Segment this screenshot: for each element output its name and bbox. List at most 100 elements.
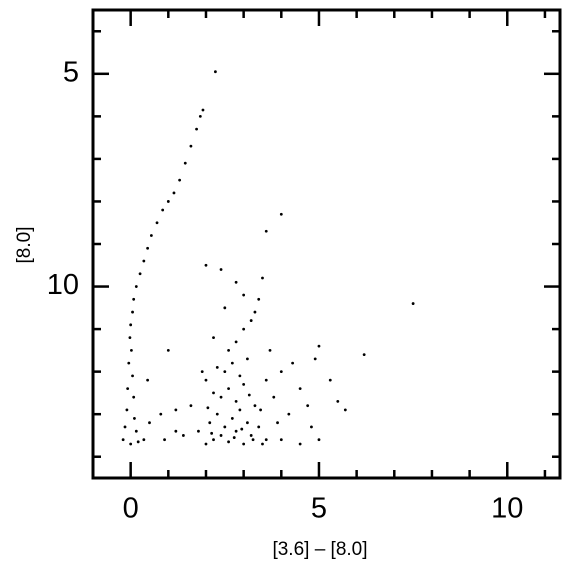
x-tick-label: 5: [311, 493, 327, 525]
point: [223, 306, 227, 310]
point: [234, 400, 238, 403]
point: [204, 263, 208, 267]
point: [249, 434, 253, 437]
point: [298, 387, 302, 391]
point: [219, 268, 223, 271]
point: [261, 442, 264, 446]
point: [174, 408, 178, 412]
point: [276, 421, 279, 425]
point: [129, 442, 133, 446]
point: [279, 370, 283, 374]
point: [174, 429, 178, 433]
point: [201, 108, 205, 112]
point: [227, 387, 230, 391]
point: [240, 427, 244, 431]
point: [195, 127, 198, 131]
point: [121, 438, 125, 442]
x-axis-label: [3.6] – [8.0]: [272, 539, 367, 560]
point: [134, 285, 138, 288]
point: [212, 438, 215, 442]
point: [123, 425, 127, 429]
point: [328, 378, 332, 382]
point: [246, 421, 249, 425]
point: [163, 438, 166, 442]
point: [129, 323, 133, 327]
point: [172, 191, 176, 195]
point: [131, 310, 134, 314]
point: [219, 395, 223, 399]
point: [230, 417, 234, 420]
point: [159, 412, 163, 416]
point: [310, 425, 313, 429]
point: [215, 365, 219, 369]
point: [242, 383, 246, 386]
point: [198, 114, 202, 118]
point: [253, 404, 257, 408]
point: [149, 234, 153, 237]
point: [183, 161, 187, 165]
point: [287, 412, 291, 416]
point: [242, 442, 246, 446]
point: [238, 374, 242, 378]
y-tick-label: 5: [63, 56, 79, 88]
point: [264, 229, 268, 233]
point: [272, 395, 276, 399]
point: [230, 361, 234, 365]
point: [313, 357, 317, 361]
point: [251, 438, 255, 442]
point: [227, 440, 230, 444]
point: [148, 421, 151, 425]
point: [189, 144, 193, 148]
point: [210, 431, 214, 435]
point: [234, 429, 238, 433]
point: [131, 374, 134, 378]
point: [336, 400, 340, 403]
point: [227, 348, 230, 352]
point: [146, 246, 150, 250]
point: [166, 200, 170, 203]
y-tick-label: 10: [47, 269, 79, 301]
point: [197, 429, 200, 433]
point: [161, 208, 165, 212]
point: [130, 348, 133, 352]
point: [128, 336, 132, 339]
point: [362, 353, 366, 357]
point: [279, 438, 283, 442]
point: [291, 361, 295, 365]
point: [138, 272, 142, 276]
point: [257, 425, 261, 429]
point: [261, 276, 264, 280]
plot-frame: [91, 8, 562, 480]
point: [234, 340, 238, 344]
point: [298, 442, 302, 446]
point: [125, 408, 129, 412]
point: [317, 344, 321, 348]
point: [268, 348, 272, 352]
point: [134, 429, 138, 433]
point: [279, 212, 283, 216]
point: [133, 417, 136, 420]
point: [219, 434, 223, 437]
point: [136, 440, 140, 444]
y-axis-label: [8.0]: [14, 227, 35, 264]
point: [223, 370, 227, 374]
point: [249, 319, 253, 322]
point: [127, 361, 131, 365]
point: [212, 336, 215, 339]
point: [343, 408, 347, 412]
point: [242, 327, 246, 331]
point: [213, 70, 217, 74]
point: [132, 297, 136, 301]
point: [166, 348, 170, 352]
point: [208, 421, 212, 425]
point: [246, 357, 249, 361]
point: [142, 438, 146, 442]
point: [232, 436, 236, 439]
point: [259, 408, 262, 412]
point: [155, 221, 159, 225]
point: [206, 406, 210, 410]
point: [306, 404, 310, 408]
point: [238, 408, 242, 412]
point: [264, 378, 268, 382]
